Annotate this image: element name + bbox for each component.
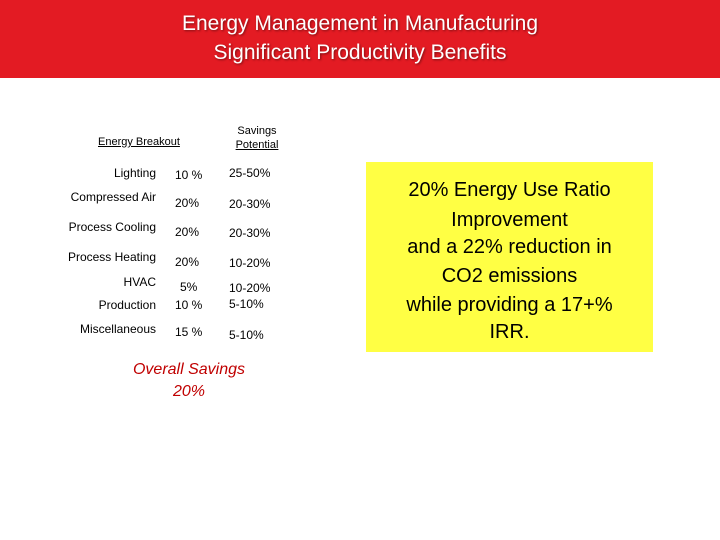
row-potential: 5-10% xyxy=(229,297,264,311)
row-share: 5% xyxy=(180,280,198,294)
row-potential: 10-20% xyxy=(229,281,271,295)
callout-line: IRR. xyxy=(489,321,530,343)
row-category: Process Heating xyxy=(67,250,156,264)
row-potential: 20-30% xyxy=(229,197,271,211)
row-category: Miscellaneous xyxy=(79,322,156,336)
callout-line: 20% Energy Use Ratio xyxy=(408,179,611,201)
row-share: 20% xyxy=(175,255,200,269)
title-banner: Energy Management in Manufacturing Signi… xyxy=(0,0,720,78)
row-potential: 25-50% xyxy=(229,166,271,180)
row-potential: 5-10% xyxy=(229,328,264,342)
row-share: 20% xyxy=(175,196,200,210)
row-category: Lighting xyxy=(113,166,156,180)
row-potential: 10-20% xyxy=(229,256,271,270)
savings-header-line-1: Savings xyxy=(237,125,277,137)
callout-line: CO2 emissions xyxy=(441,265,578,287)
energy-breakout-header: Energy Breakout xyxy=(98,136,180,148)
row-share: 10 % xyxy=(175,168,203,182)
row-category: Compressed Air xyxy=(70,190,156,204)
row-category: Production xyxy=(98,298,156,312)
slide-title-line-1: Energy Management in Manufacturing xyxy=(181,12,539,35)
row-share: 10 % xyxy=(175,298,203,312)
row-share: 15 % xyxy=(175,325,203,339)
row-share: 20% xyxy=(175,225,200,239)
row-category: HVAC xyxy=(123,275,156,289)
overall-savings-value: 20% xyxy=(172,383,206,400)
savings-header-line-2: Potential xyxy=(235,139,279,151)
slide-title-line-2: Significant Productivity Benefits xyxy=(213,41,507,64)
results-callout-box: 20% Energy Use Ratio Improvement and a 2… xyxy=(366,162,653,352)
callout-line: and a 22% reduction in xyxy=(407,236,612,258)
overall-savings-label: Overall Savings xyxy=(132,361,246,378)
row-category: Process Cooling xyxy=(68,220,156,234)
callout-line: Improvement xyxy=(451,209,568,231)
savings-potential-header: Savings Potential xyxy=(228,124,286,152)
row-potential: 20-30% xyxy=(229,226,271,240)
callout-line: while providing a 17+% xyxy=(406,294,613,316)
